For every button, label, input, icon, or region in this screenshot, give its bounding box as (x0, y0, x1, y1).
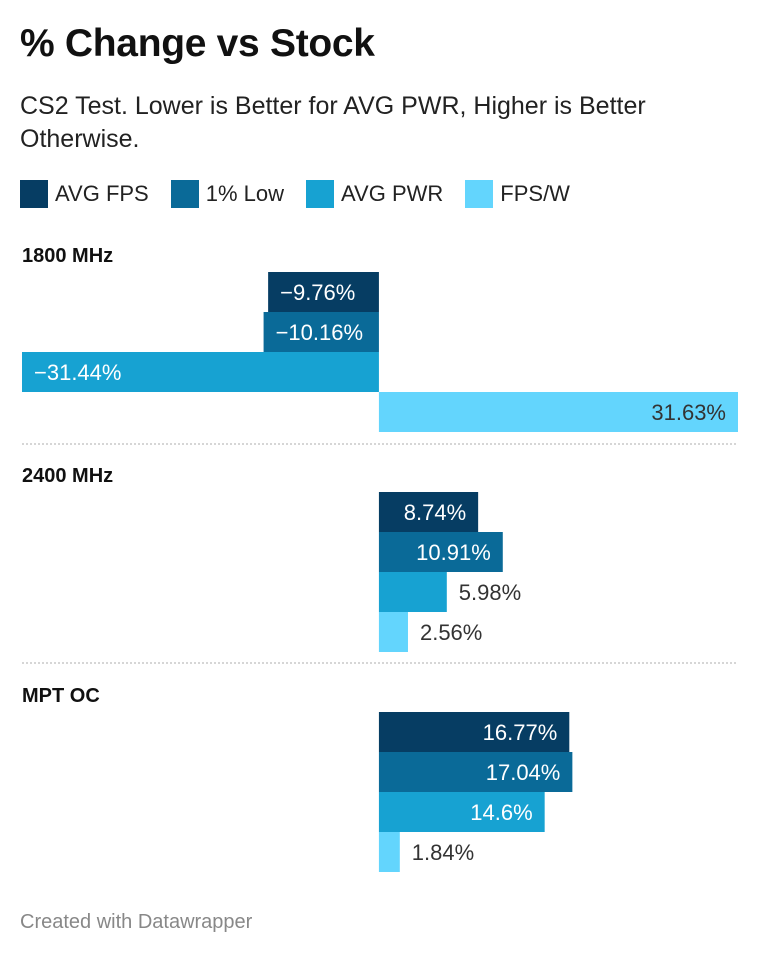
bar-mpt-oc-fps-w (378, 832, 400, 872)
legend-swatch-fps-per-watt (465, 180, 494, 208)
footer-credit: Created with Datawrapper (20, 911, 253, 933)
data-label-1800-mhz-avg-fps: −9.76% (280, 280, 355, 305)
legend-label-avg-fps: AVG FPS (55, 181, 149, 206)
bar-2400-mhz-fps-w (378, 612, 408, 652)
data-label-1800-mhz-fps-w: 31.63% (651, 400, 726, 425)
bar-1800-mhz-avg-fps (268, 272, 379, 312)
legend: AVG FPS 1% Low AVG PWR FPS/W (20, 180, 592, 208)
legend-swatch-avg-pwr (306, 180, 335, 208)
data-label-2400-mhz-fps-w: 2.56% (420, 620, 482, 645)
legend-swatch-1pct-low (170, 180, 199, 208)
legend-item-avg-pwr: AVG PWR (306, 180, 443, 208)
legend-swatch-avg-fps (20, 180, 48, 208)
data-label-1800-mhz-1-low: −10.16% (276, 320, 363, 345)
bar-2400-mhz-avg-pwr (378, 572, 447, 612)
bar-2400-mhz-avg-fps (378, 492, 479, 532)
data-label-mpt-oc-avg-fps: 16.77% (483, 720, 558, 745)
bar-1800-mhz-fps-w (378, 392, 738, 432)
bar-mpt-oc-1-low (378, 752, 573, 792)
chart-title: % Change vs Stock (20, 22, 375, 65)
legend-item-avg-fps: AVG FPS (20, 180, 149, 208)
data-label-1800-mhz-avg-pwr: −31.44% (34, 360, 121, 385)
group-label-2400-mhz: 2400 MHz (22, 465, 113, 487)
legend-label-avg-pwr: AVG PWR (341, 181, 444, 206)
bar-1800-mhz-1-low (263, 312, 379, 352)
bar-mpt-oc-avg-pwr (378, 792, 545, 832)
data-label-2400-mhz-avg-pwr: 5.98% (459, 580, 521, 605)
bar-2400-mhz-1-low (378, 532, 503, 572)
legend-item-fps-per-watt: FPS/W (465, 180, 570, 208)
group-label-mpt-oc: MPT OC (22, 685, 100, 707)
data-label-mpt-oc-1-low: 17.04% (486, 760, 561, 785)
legend-item-1pct-low: 1% Low (170, 180, 285, 208)
group-label-1800-mhz: 1800 MHz (22, 245, 113, 267)
chart-subtitle: CS2 Test. Lower is Better for AVG PWR, H… (20, 92, 646, 153)
data-label-mpt-oc-avg-pwr: 14.6% (470, 800, 532, 825)
bar-mpt-oc-avg-fps (378, 712, 570, 752)
legend-label-1pct-low: 1% Low (205, 181, 285, 206)
data-label-2400-mhz-1-low: 10.91% (416, 540, 491, 565)
bar-1800-mhz-avg-pwr (22, 352, 379, 392)
data-label-2400-mhz-avg-fps: 8.74% (404, 500, 466, 525)
legend-label-fps-per-watt: FPS/W (500, 181, 570, 206)
data-label-mpt-oc-fps-w: 1.84% (412, 840, 474, 865)
